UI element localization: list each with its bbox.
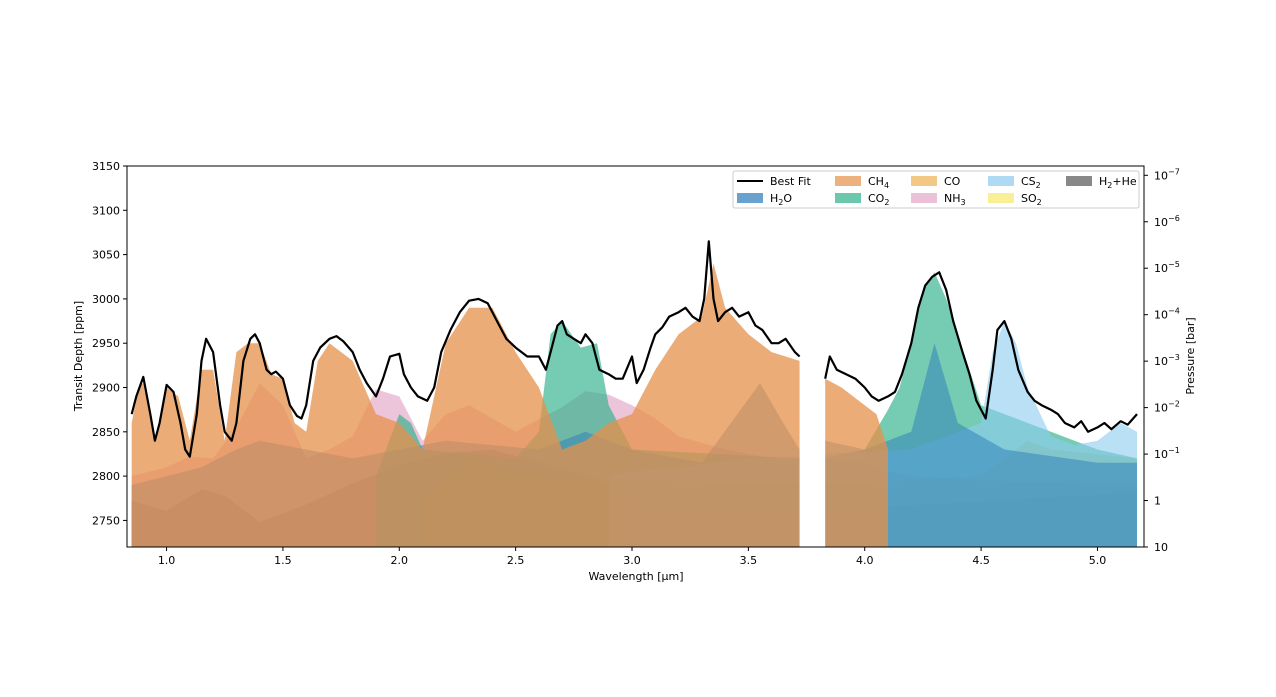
x-tick-label: 1.5 <box>274 554 292 567</box>
y-tick-label: 2950 <box>92 337 120 350</box>
legend-label: CO <box>944 175 961 188</box>
legend-label: CH4 <box>868 175 889 190</box>
x-tick-label: 4.5 <box>972 554 990 567</box>
y2-tick-label: 10 <box>1154 541 1168 554</box>
y2-tick-label: 10−7 <box>1154 167 1180 182</box>
x-tick-label: 4.0 <box>856 554 874 567</box>
y-tick-label: 3050 <box>92 249 120 262</box>
y2-tick-label: 10−2 <box>1154 400 1180 415</box>
y2-tick-label: 10−3 <box>1154 353 1180 368</box>
legend-swatch <box>835 176 861 186</box>
x-tick-label: 3.5 <box>740 554 758 567</box>
legend-swatch <box>911 176 937 186</box>
x-tick-label: 3.0 <box>623 554 641 567</box>
legend-label: H2+He <box>1099 175 1137 190</box>
y-tick-label: 2750 <box>92 514 120 527</box>
y-tick-label: 2900 <box>92 382 120 395</box>
legend-label: CS2 <box>1021 175 1041 190</box>
wavelength-gap <box>799 166 826 547</box>
y2-tick-label: 10−1 <box>1154 446 1180 461</box>
y2-tick-label: 10−6 <box>1154 214 1180 229</box>
y-tick-label: 2850 <box>92 426 120 439</box>
legend-swatch <box>988 176 1014 186</box>
best-fit-layer <box>130 240 1138 458</box>
legend-label: SO2 <box>1021 192 1042 207</box>
legend-swatch <box>835 193 861 203</box>
x-tick-label: 5.0 <box>1089 554 1107 567</box>
y-axis-label: Transit Depth [ppm] <box>72 301 85 412</box>
y-tick-label: 3100 <box>92 204 120 217</box>
legend-label: H2O <box>770 192 792 207</box>
best-fit-line-1 <box>824 271 1138 433</box>
legend: Best Fit H2O CH4 CO2 CO NH3 CS2 SO2 H2+He <box>732 170 1140 209</box>
species-areas <box>131 263 1138 547</box>
legend-label: CO2 <box>868 192 889 207</box>
legend-label: Best Fit <box>770 175 811 188</box>
y-axis-ticks: 2750 2800 2850 2900 2950 3000 3050 3100 3150 <box>92 160 127 527</box>
x-tick-label: 2.0 <box>391 554 409 567</box>
y-tick-label: 3150 <box>92 160 120 173</box>
legend-box <box>732 170 1140 209</box>
x-axis-ticks: 1.0 1.5 2.0 2.5 3.0 3.5 4.0 4.5 5.0 <box>158 547 1106 567</box>
y2-tick-label: 10−4 <box>1154 307 1180 322</box>
y-tick-label: 3000 <box>92 293 120 306</box>
y2-tick-label: 10−5 <box>1154 260 1180 275</box>
area-series-6 <box>131 263 888 547</box>
legend-swatch <box>737 193 763 203</box>
y2-axis-ticks: 10−7 10−6 10−5 10−4 10−3 10−2 10−1 1 10 <box>1144 167 1180 554</box>
x-tick-label: 1.0 <box>158 554 176 567</box>
best-fit-line-0 <box>130 240 801 458</box>
y2-tick-label: 1 <box>1154 495 1161 508</box>
legend-swatch <box>988 193 1014 203</box>
legend-swatch <box>911 193 937 203</box>
legend-label: NH3 <box>944 192 966 207</box>
x-tick-label: 2.5 <box>507 554 525 567</box>
y-tick-label: 2800 <box>92 470 120 483</box>
y2-axis-label: Pressure [bar] <box>1184 317 1197 394</box>
legend-swatch <box>1066 176 1092 186</box>
x-axis-label: Wavelength [μm] <box>588 570 683 583</box>
plot-frame <box>126 165 1145 548</box>
